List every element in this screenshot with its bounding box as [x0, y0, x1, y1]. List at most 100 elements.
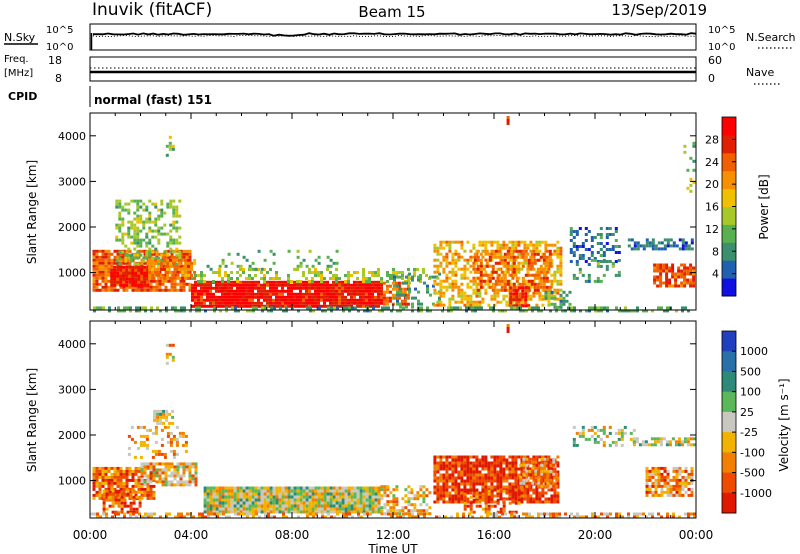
power-data-cell — [335, 283, 338, 287]
velocity-data-cell — [451, 476, 455, 480]
power-data-cell — [508, 279, 512, 283]
velocity-data-cell — [680, 440, 684, 444]
power-data-cell — [426, 306, 429, 310]
velocity-data-cell — [359, 498, 363, 502]
power-data-cell — [338, 301, 341, 305]
velocity-data-cell — [290, 492, 294, 496]
velocity-data-cell — [119, 475, 123, 479]
velocity-data-cell — [463, 507, 467, 511]
power-data-cell — [645, 241, 649, 245]
velocity-data-cell — [185, 480, 189, 484]
velocity-data-cell — [359, 495, 363, 499]
power-data-cell — [539, 279, 543, 283]
power-data-cell — [514, 240, 518, 244]
power-data-cell — [233, 295, 236, 299]
power-data-cell — [245, 301, 248, 305]
velocity-data-cell — [218, 492, 222, 496]
velocity-data-cell — [362, 498, 366, 502]
velocity-data-cell — [162, 415, 166, 419]
power-data-cell — [508, 246, 512, 250]
velocity-data-cell — [104, 481, 108, 485]
velocity-data-cell — [156, 421, 160, 425]
velocity-data-cell — [472, 500, 476, 504]
velocity-data-cell — [290, 507, 294, 511]
power-data-cell — [124, 256, 128, 260]
velocity-data-cell — [520, 485, 524, 489]
velocity-data-cell — [531, 466, 535, 470]
velocity-data-cell — [353, 492, 357, 496]
velocity-data-cell — [526, 467, 530, 471]
power-data-cell — [496, 243, 500, 247]
velocity-data-cell — [672, 493, 676, 497]
velocity-data-cell — [172, 449, 176, 453]
velocity-data-cell — [686, 437, 690, 441]
power-data-cell — [659, 284, 663, 288]
velocity-data-cell — [669, 484, 673, 488]
power-data-cell — [200, 280, 203, 283]
velocity-data-cell — [544, 500, 548, 504]
power-data-cell — [239, 283, 242, 287]
velocity-data-cell — [466, 458, 470, 462]
velocity-data-cell — [215, 507, 219, 511]
power-data-cell — [134, 271, 138, 275]
power-data-cell — [569, 227, 573, 230]
power-data-cell — [374, 298, 377, 302]
velocity-data-cell — [481, 495, 485, 499]
power-data-cell — [227, 292, 230, 296]
velocity-data-cell — [281, 492, 285, 496]
power-data-cell — [671, 269, 675, 273]
velocity-data-cell — [143, 490, 147, 494]
power-data-cell — [565, 293, 569, 297]
velocity-data-cell — [120, 492, 124, 496]
velocity-data-cell — [206, 489, 210, 493]
velocity-data-cell — [463, 504, 467, 508]
power-data-cell — [131, 268, 135, 272]
power-data-cell — [377, 274, 380, 277]
velocity-data-cell — [445, 467, 449, 471]
power-data-cell — [545, 276, 549, 280]
power-data-cell — [98, 276, 102, 280]
power-data-cell — [336, 306, 339, 310]
velocity-data-cell — [463, 455, 467, 459]
velocity-data-cell — [442, 491, 446, 495]
power-data-cell — [491, 276, 495, 280]
power-data-cell — [680, 284, 684, 288]
power-data-cell — [95, 249, 99, 253]
power-data-cell — [263, 292, 266, 296]
velocity-data-cell — [550, 467, 554, 471]
velocity-data-cell — [236, 492, 240, 496]
velocity-data-cell — [233, 498, 237, 502]
velocity-data-cell — [532, 491, 536, 495]
velocity-data-cell — [532, 455, 536, 459]
power-data-cell — [110, 271, 114, 275]
power-data-cell — [505, 294, 509, 298]
power-data-cell — [191, 298, 194, 302]
velocity-data-cell — [185, 468, 189, 472]
velocity-data-cell — [490, 492, 494, 496]
power-data-cell — [524, 292, 528, 296]
velocity-data-cell — [540, 466, 544, 470]
power-data-cell — [499, 300, 503, 304]
power-data-cell — [108, 306, 111, 310]
power-data-cell — [350, 286, 353, 290]
power-data-cell — [436, 249, 440, 253]
power-data-cell — [160, 199, 164, 203]
power-data-cell — [530, 279, 534, 283]
velocity-data-cell — [125, 484, 129, 488]
power-data-cell — [645, 238, 649, 242]
power-colorbar-segment — [722, 260, 736, 279]
power-data-cell — [335, 298, 338, 302]
velocity-data-cell — [143, 465, 147, 469]
velocity-data-cell — [442, 482, 446, 486]
velocity-data-cell — [677, 437, 681, 441]
power-data-cell — [451, 252, 455, 256]
power-data-cell — [101, 252, 105, 256]
power-data-cell — [538, 294, 542, 298]
power-data-cell — [164, 264, 168, 268]
power-data-cell — [581, 273, 585, 277]
power-heatmap — [92, 116, 696, 313]
power-data-cell — [143, 283, 147, 287]
power-data-cell — [260, 277, 263, 280]
power-data-cell — [503, 261, 507, 265]
velocity-data-cell — [206, 507, 210, 511]
